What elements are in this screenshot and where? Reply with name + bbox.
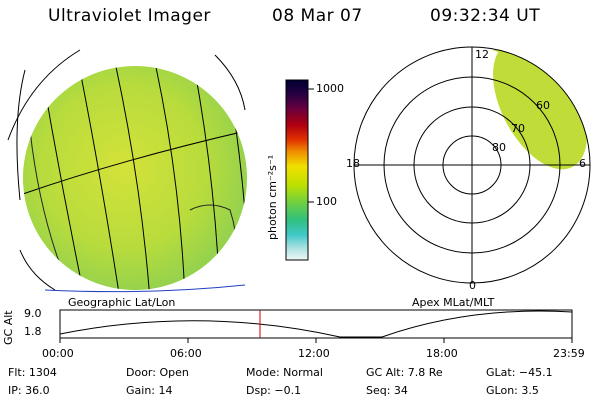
date-label: 08 Mar 07 xyxy=(272,6,363,26)
info-ip: IP: 36.0 xyxy=(8,384,50,397)
altitude-plot xyxy=(59,309,573,343)
info-seq: Seq: 34 xyxy=(366,384,408,397)
info-dsp: Dsp: −0.1 xyxy=(246,384,302,397)
time-tick-0600: 06:00 xyxy=(170,347,202,360)
altitude-ytick-9: 9.0 xyxy=(24,307,42,320)
mlt-label-12: 12 xyxy=(475,48,489,61)
info-gcalt: GC Alt: 7.8 Re xyxy=(366,366,443,379)
time-tick-2359: 23:59 xyxy=(553,347,585,360)
colorbar-unit-label: photon cm⁻²s⁻¹ xyxy=(266,154,279,240)
colorbar xyxy=(285,79,309,261)
info-glon: GLon: 3.5 xyxy=(486,384,539,397)
time-label: 09:32:34 UT xyxy=(430,6,541,26)
info-glat: GLat: −45.1 xyxy=(486,366,553,379)
colorbar-tick-100: 100 xyxy=(316,195,337,208)
geographic-panel-label: Geographic Lat/Lon xyxy=(68,296,176,309)
mlt-label-0: 0 xyxy=(469,279,476,292)
colorbar-tick-1000: 1000 xyxy=(316,82,344,95)
mlt-label-18: 18 xyxy=(346,157,360,170)
time-tick-0000: 00:00 xyxy=(42,347,74,360)
mlt-label-6: 6 xyxy=(579,157,586,170)
time-tick-1200: 12:00 xyxy=(298,347,330,360)
mlat-label-70: 70 xyxy=(511,122,525,135)
info-door: Door: Open xyxy=(126,366,189,379)
info-mode: Mode: Normal xyxy=(246,366,323,379)
polar-panel-label: Apex MLat/MLT xyxy=(412,296,495,309)
info-flt: Flt: 1304 xyxy=(8,366,57,379)
mlat-label-60: 60 xyxy=(536,99,550,112)
polar-plot xyxy=(353,46,591,284)
info-gain: Gain: 14 xyxy=(126,384,173,397)
time-tick-1800: 18:00 xyxy=(426,347,458,360)
altitude-ytick-1.8: 1.8 xyxy=(24,325,42,338)
instrument-title: Ultraviolet Imager xyxy=(48,6,211,26)
mlat-label-80: 80 xyxy=(492,141,506,154)
altitude-ylabel: GC Alt xyxy=(2,310,15,345)
geographic-image xyxy=(7,49,247,293)
